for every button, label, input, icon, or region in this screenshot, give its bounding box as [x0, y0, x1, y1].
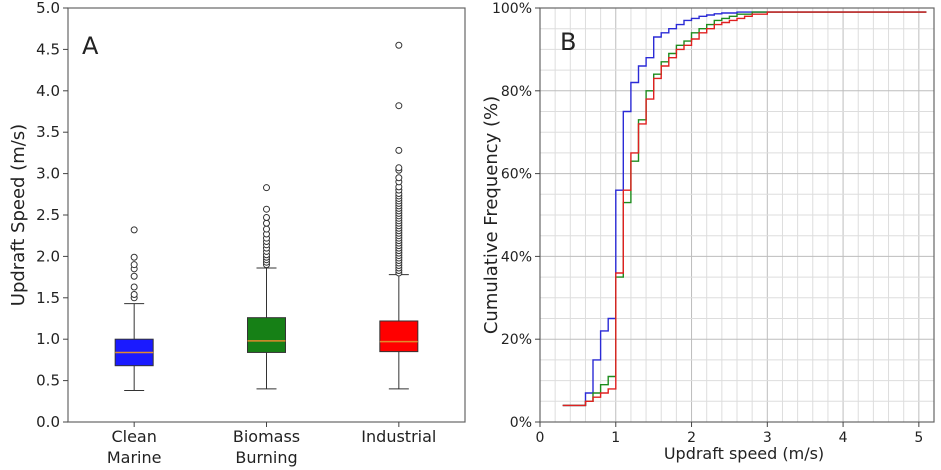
panel-b: B Cumulative Frequency (%) Updraft speed…	[481, 1, 935, 463]
panel-a-y-axis-label: Updraft Speed (m/s)	[8, 124, 29, 306]
panel-b-y-tick-label: 20%	[501, 332, 532, 348]
panel-b-y-tick-label: 40%	[501, 249, 532, 265]
box-outlier	[395, 164, 403, 172]
panel-b-y-tick-label: 60%	[501, 167, 532, 183]
box-iqr	[379, 320, 419, 353]
box-outlier	[263, 225, 270, 233]
box-outlier	[130, 226, 138, 234]
box-outlier	[130, 261, 138, 269]
box-outlier	[263, 205, 270, 213]
panel-a-category-label: Clean	[111, 427, 156, 446]
box-outlier	[395, 174, 403, 182]
panel-b-x-tick-label: 4	[839, 430, 848, 446]
panel-a-boxes	[114, 41, 419, 392]
panel-a-category-label: Biomass	[233, 427, 300, 446]
panel-b-y-ticks: 0% 20% 40% 60% 80% 100%	[492, 1, 540, 431]
box-outlier	[130, 253, 138, 261]
panel-a-category-label: Industrial	[361, 427, 436, 446]
panel-a-y-tick-label: 3.0	[36, 165, 60, 183]
box-outlier	[130, 290, 138, 298]
panel-b-grid	[539, 7, 935, 423]
panel-a: A Updraft Speed (m/s) 0.0 0.5 1.0 1.5 2.0 2.5…	[8, 0, 466, 467]
panel-b-x-tick-label: 5	[914, 430, 923, 446]
box-iqr	[247, 317, 286, 353]
panel-a-y-tick-label: 0.0	[36, 413, 60, 431]
panel-a-y-tick-label: 1.5	[36, 289, 60, 307]
box-outlier	[263, 184, 270, 192]
box-outlier	[395, 41, 403, 49]
panel-b-y-axis-label: Cumulative Frequency (%)	[481, 96, 502, 334]
panel-b-x-tick-label: 3	[763, 430, 772, 446]
box-1	[247, 184, 286, 390]
box-outlier	[130, 272, 138, 280]
panel-b-x-axis-label: Updraft speed (m/s)	[664, 444, 824, 463]
panel-b-y-tick-label: 100%	[492, 1, 532, 17]
panel-b-x-tick-label: 2	[687, 430, 696, 446]
panel-a-category-label: Marine	[107, 448, 162, 467]
panel-a-y-tick-label: 2.0	[36, 247, 60, 265]
box-outlier	[263, 213, 270, 221]
panel-a-y-tick-label: 5.0	[36, 0, 60, 17]
panel-b-x-tick-label: 0	[536, 430, 545, 446]
panel-a-y-tick-label: 4.0	[36, 82, 60, 100]
box-outlier	[395, 146, 403, 154]
panel-b-label: B	[560, 28, 576, 56]
panel-b-y-tick-label: 0%	[510, 415, 532, 431]
box-outlier	[263, 219, 270, 227]
panel-a-y-tick-label: 4.5	[36, 40, 60, 58]
panel-a-y-tick-label: 3.5	[36, 123, 60, 141]
panel-b-x-ticks: 0 1 2 3 4 5	[536, 422, 923, 446]
panel-a-y-ticks: 0.0 0.5 1.0 1.5 2.0 2.5 3.0 3.5 4.0 4.5 5.0	[36, 0, 68, 431]
panel-b-series-line-1	[562, 11, 927, 407]
box-0	[114, 226, 154, 392]
panel-a-y-tick-label: 1.0	[36, 330, 60, 348]
panel-b-series-line-0	[562, 11, 927, 407]
panel-a-y-tick-label: 2.5	[36, 206, 60, 224]
panel-a-category-label: Burning	[235, 448, 297, 467]
panel-b-series	[562, 11, 927, 407]
panel-b-x-tick-label: 1	[611, 430, 620, 446]
panel-b-plot-frame	[539, 7, 935, 423]
panel-a-category-labels: Clean Marine Biomass Burning Industrial	[107, 422, 436, 467]
panel-b-y-tick-label: 80%	[501, 84, 532, 100]
panel-a-label: A	[82, 32, 99, 60]
box-outlier	[130, 283, 138, 291]
panel-b-series-line-2	[562, 11, 927, 407]
panel-a-y-tick-label: 0.5	[36, 372, 60, 390]
box-2	[379, 41, 419, 390]
box-outlier	[395, 102, 403, 110]
